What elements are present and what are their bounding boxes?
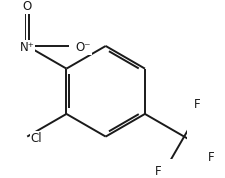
Text: Cl: Cl (30, 132, 42, 145)
Text: F: F (207, 151, 213, 164)
Text: N⁺: N⁺ (20, 41, 34, 54)
Text: F: F (154, 165, 161, 178)
Text: O: O (22, 0, 32, 13)
Text: F: F (193, 98, 199, 111)
Text: O⁻: O⁻ (75, 41, 91, 54)
